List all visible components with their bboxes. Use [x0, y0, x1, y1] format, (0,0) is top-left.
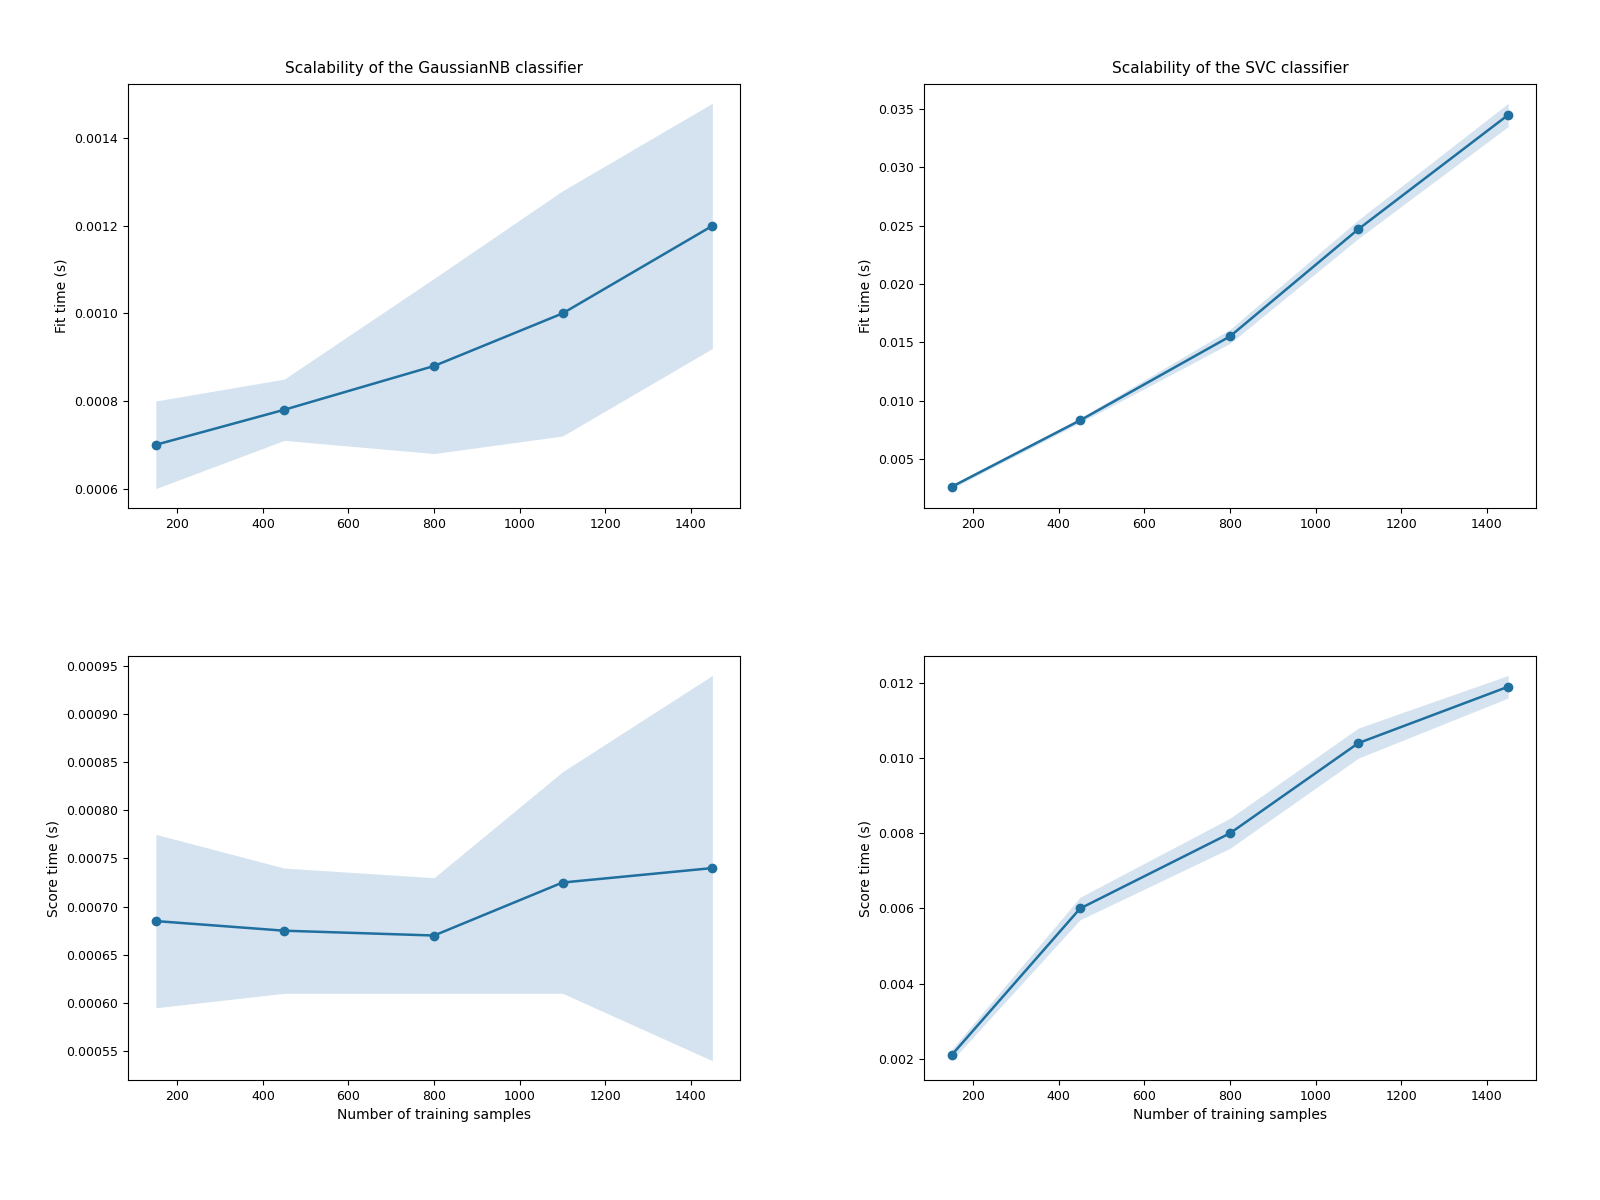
Y-axis label: Score time (s): Score time (s)	[46, 820, 61, 917]
Title: Scalability of the SVC classifier: Scalability of the SVC classifier	[1112, 61, 1349, 76]
Y-axis label: Score time (s): Score time (s)	[859, 820, 872, 917]
Title: Scalability of the GaussianNB classifier: Scalability of the GaussianNB classifier	[285, 61, 582, 76]
X-axis label: Number of training samples: Number of training samples	[1133, 1109, 1326, 1122]
X-axis label: Number of training samples: Number of training samples	[338, 1109, 531, 1122]
Y-axis label: Fit time (s): Fit time (s)	[859, 259, 872, 334]
Y-axis label: Fit time (s): Fit time (s)	[54, 259, 69, 334]
